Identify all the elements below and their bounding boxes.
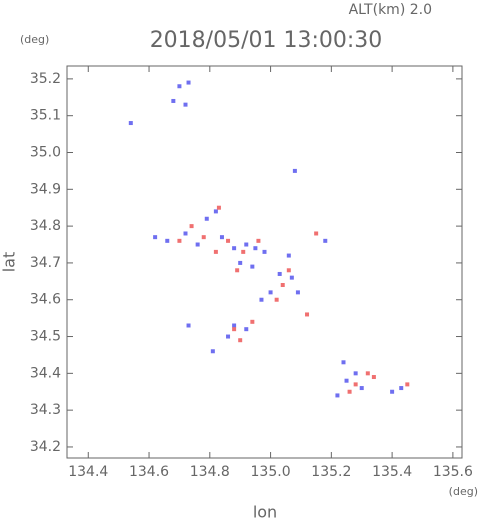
point <box>219 235 224 240</box>
point <box>177 84 182 89</box>
point <box>280 283 285 288</box>
y-axis-label: lat <box>0 252 19 273</box>
x-unit: (deg) <box>449 485 478 498</box>
point <box>186 80 191 85</box>
plot-frame <box>66 65 463 459</box>
point <box>365 371 370 376</box>
point <box>344 378 349 383</box>
point <box>226 334 231 339</box>
point <box>216 205 221 210</box>
point <box>244 242 249 247</box>
x-tick-label: 134.8 <box>190 464 230 480</box>
point <box>347 389 352 394</box>
point <box>244 327 249 332</box>
point <box>201 235 206 240</box>
point <box>186 323 191 328</box>
y-unit: (deg) <box>20 33 49 46</box>
point <box>359 386 364 391</box>
point <box>289 275 294 280</box>
point <box>213 209 218 214</box>
point <box>314 231 319 236</box>
point <box>305 312 310 317</box>
y-tick-label: 34.6 <box>30 292 61 308</box>
y-tick-label: 35.2 <box>30 71 61 87</box>
point <box>353 382 358 387</box>
point <box>371 375 376 380</box>
point <box>259 297 264 302</box>
point <box>256 238 261 243</box>
y-tick-label: 34.3 <box>30 402 61 418</box>
point <box>232 246 237 251</box>
y-tick-label: 34.2 <box>30 439 61 455</box>
y-tick-label: 34.9 <box>30 181 61 197</box>
point <box>195 242 200 247</box>
x-tick-label: 134.6 <box>129 464 169 480</box>
point <box>128 121 133 126</box>
x-tick-label: 135.6 <box>433 464 473 480</box>
y-tick-label: 35.0 <box>30 144 61 160</box>
point <box>183 231 188 236</box>
point <box>177 238 182 243</box>
point <box>235 268 240 273</box>
x-tick-label: 134.4 <box>68 464 108 480</box>
x-axis-label: lon <box>253 503 277 521</box>
point <box>189 224 194 229</box>
point <box>238 338 243 343</box>
point <box>210 349 215 354</box>
point <box>165 238 170 243</box>
point <box>204 216 209 221</box>
point <box>241 249 246 254</box>
point <box>286 253 291 258</box>
point <box>405 382 410 387</box>
point <box>341 360 346 365</box>
point <box>232 323 237 328</box>
point <box>335 393 340 398</box>
point <box>274 297 279 302</box>
point <box>390 389 395 394</box>
y-tick-label: 35.1 <box>30 108 61 124</box>
point <box>268 290 273 295</box>
point <box>226 238 231 243</box>
point <box>238 260 243 265</box>
point <box>232 327 237 332</box>
y-tick-label: 34.5 <box>30 329 61 345</box>
point <box>171 98 176 103</box>
point <box>250 264 255 269</box>
point <box>277 271 282 276</box>
point <box>250 319 255 324</box>
point <box>286 268 291 273</box>
point <box>183 102 188 107</box>
x-tick-label: 135.4 <box>372 464 412 480</box>
point <box>153 235 158 240</box>
chart-title: 2018/05/01 13:00:30 <box>150 28 383 53</box>
x-tick-label: 135.0 <box>251 464 291 480</box>
y-tick-label: 34.8 <box>30 218 61 234</box>
x-tick-label: 135.2 <box>311 464 351 480</box>
point <box>295 290 300 295</box>
point <box>213 249 218 254</box>
y-tick-label: 34.4 <box>30 365 61 381</box>
point <box>353 371 358 376</box>
point <box>399 386 404 391</box>
point <box>323 238 328 243</box>
point <box>262 249 267 254</box>
point <box>253 246 258 251</box>
y-tick-label: 34.7 <box>30 255 61 271</box>
point <box>292 168 297 173</box>
annotation: ALT(km) 2.0 <box>349 2 432 18</box>
